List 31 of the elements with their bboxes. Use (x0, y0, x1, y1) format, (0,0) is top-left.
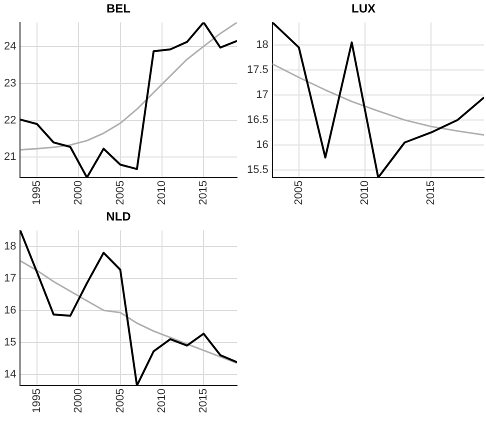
y-tick-label: 21 (4, 151, 16, 164)
x-tick-label: 2010 (359, 180, 372, 206)
y-tick-label: 23 (4, 77, 16, 90)
x-tick-label: 2010 (156, 388, 168, 414)
y-tick-label: 18 (4, 240, 16, 252)
x-tick-label: 2015 (198, 388, 210, 414)
x-tick-label: 1995 (30, 388, 43, 414)
y-tick-label: 16.5 (246, 114, 268, 126)
chart-title: LUX (352, 2, 376, 16)
x-tick-label: 2015 (198, 180, 210, 206)
x-tick-label: 2015 (425, 180, 438, 206)
y-tick-label: 17 (256, 88, 268, 101)
y-tick-label: 14 (4, 368, 16, 380)
y-tick-label: 22 (4, 114, 16, 126)
x-tick-label: 2005 (292, 180, 305, 206)
y-tick-label: 18 (256, 38, 268, 51)
x-tick-label: 2005 (114, 388, 126, 414)
chart-title: BEL (106, 2, 130, 16)
y-tick-label: 17.5 (246, 64, 268, 76)
x-tick-label: 2000 (72, 180, 85, 206)
y-tick-label: 24 (4, 40, 16, 52)
y-tick-label: 15 (4, 336, 16, 348)
x-tick-label: 1995 (30, 180, 43, 206)
y-tick-label: 16 (256, 139, 268, 152)
y-tick-label: 17 (4, 272, 16, 284)
x-tick-label: 2010 (156, 180, 168, 206)
x-tick-label: 2005 (114, 180, 126, 206)
y-tick-label: 15.5 (246, 164, 268, 176)
y-tick-label: 16 (4, 304, 16, 316)
x-tick-label: 2000 (72, 388, 85, 414)
chart-title: NLD (106, 210, 132, 224)
